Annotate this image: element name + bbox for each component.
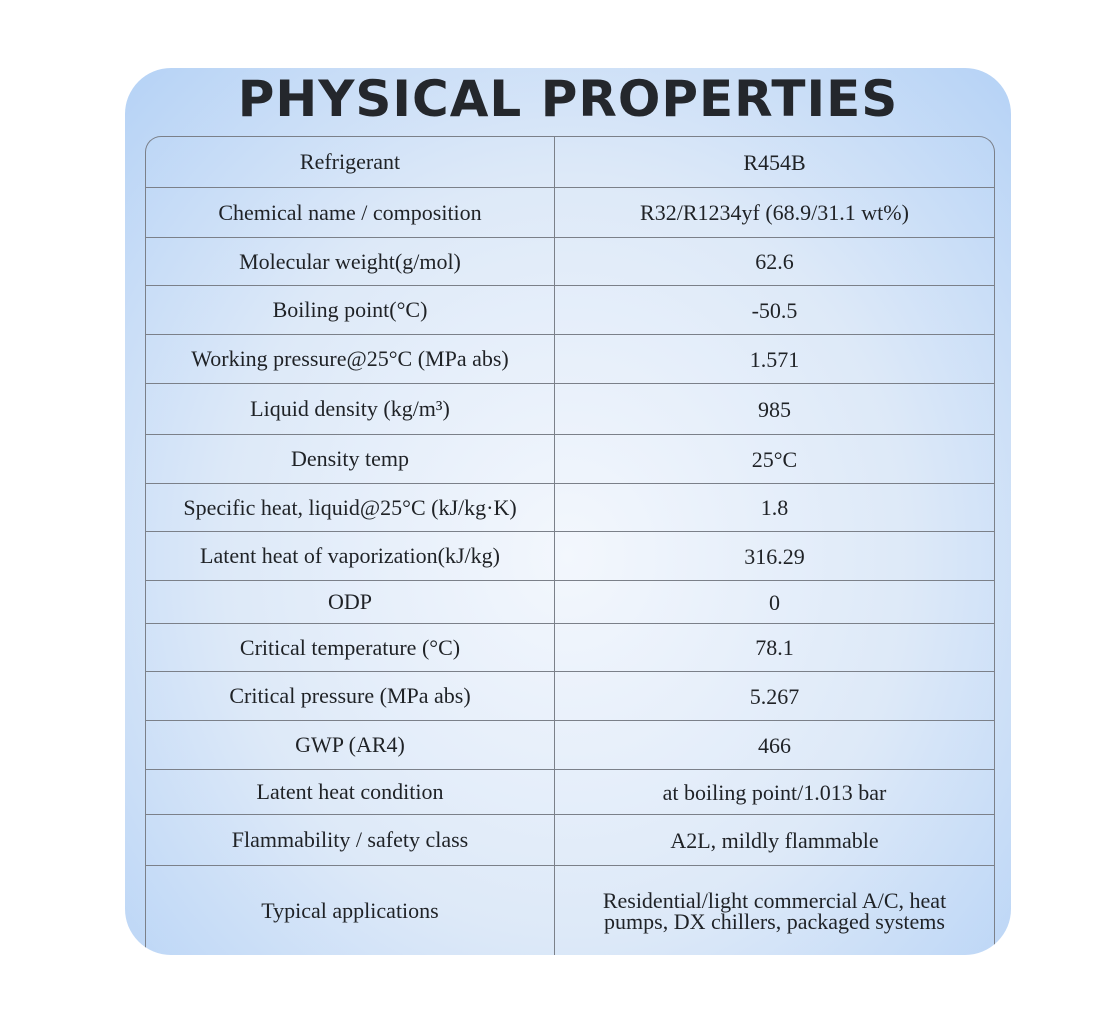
property-name: Specific heat, liquid@25°C (kJ/kg·K) bbox=[146, 484, 555, 531]
table-row: Latent heat of vaporization(kJ/kg) 316.29 bbox=[146, 532, 994, 581]
table-row: Boiling point(°C) -50.5 bbox=[146, 286, 994, 335]
property-value: 5.267 bbox=[749, 683, 800, 709]
property-name: Flammability / safety class bbox=[146, 815, 555, 865]
property-value: 466 bbox=[758, 732, 791, 758]
table-row: Molecular weight(g/mol) 62.6 bbox=[146, 238, 994, 286]
title: PHYSICAL PROPERTIES bbox=[237, 70, 899, 128]
property-name: Latent heat of vaporization(kJ/kg) bbox=[146, 532, 555, 580]
card: PHYSICAL PROPERTIES Refrigerant R454B Chem… bbox=[125, 68, 1011, 955]
property-value: 1.8 bbox=[760, 495, 789, 520]
property-name: ODP bbox=[146, 581, 555, 623]
property-value: R32/R1234yf (68.9/31.1 wt%) bbox=[640, 200, 909, 225]
property-name: GWP (AR4) bbox=[146, 721, 555, 769]
property-value: 78.1 bbox=[755, 635, 794, 660]
property-value: 25°C bbox=[751, 446, 798, 472]
property-value: R454B bbox=[743, 149, 806, 175]
properties-table: Refrigerant R454B Chemical name / composit… bbox=[145, 136, 995, 955]
property-value: -50.5 bbox=[751, 297, 798, 323]
property-value: at boiling point/1.013 bar bbox=[662, 779, 887, 805]
property-name: Latent heat condition bbox=[146, 770, 555, 814]
property-name: Critical temperature (°C) bbox=[146, 624, 555, 671]
table-row: Chemical name / composition R32/R1234yf (… bbox=[146, 188, 994, 238]
table-row: Latent heat condition at boiling point/1.… bbox=[146, 770, 994, 815]
table-row: Critical temperature (°C) 78.1 bbox=[146, 624, 994, 672]
table-row: Specific heat, liquid@25°C (kJ/kg·K) 1.8 bbox=[146, 484, 994, 532]
table-row: GWP (AR4) 466 bbox=[146, 721, 994, 770]
property-name: Density temp bbox=[146, 435, 555, 483]
property-name: Boiling point(°C) bbox=[146, 286, 555, 334]
table-row: Refrigerant R454B bbox=[146, 137, 994, 188]
property-value: 1.571 bbox=[749, 346, 800, 372]
property-value: 316.29 bbox=[744, 543, 805, 569]
table-row: Density temp 25°C bbox=[146, 435, 994, 484]
table-row: Flammability / safety class A2L, mildly f… bbox=[146, 815, 994, 866]
property-name: Liquid density (kg/m³) bbox=[146, 384, 555, 434]
property-name: Refrigerant bbox=[146, 137, 555, 187]
property-name: Working pressure@25°C (MPa abs) bbox=[146, 335, 555, 383]
property-name: Critical pressure (MPa abs) bbox=[146, 672, 555, 720]
property-value: 62.6 bbox=[755, 249, 794, 274]
table-row: Critical pressure (MPa abs) 5.267 bbox=[146, 672, 994, 721]
table-row: Working pressure@25°C (MPa abs) 1.571 bbox=[146, 335, 994, 384]
property-name: Molecular weight(g/mol) bbox=[146, 238, 555, 285]
property-value: Residential/light commercial A/C, heat p… bbox=[602, 888, 947, 934]
table-row: Typical applications Residential/light co… bbox=[146, 866, 994, 955]
table-row: Liquid density (kg/m³) 985 bbox=[146, 384, 994, 435]
property-value: A2L, mildly flammable bbox=[670, 827, 879, 853]
property-name: Typical applications bbox=[146, 866, 555, 955]
table-row: ODP 0 bbox=[146, 581, 994, 624]
property-value: 0 bbox=[769, 589, 780, 615]
property-value: 985 bbox=[758, 396, 791, 422]
property-name: Chemical name / composition bbox=[146, 188, 555, 237]
